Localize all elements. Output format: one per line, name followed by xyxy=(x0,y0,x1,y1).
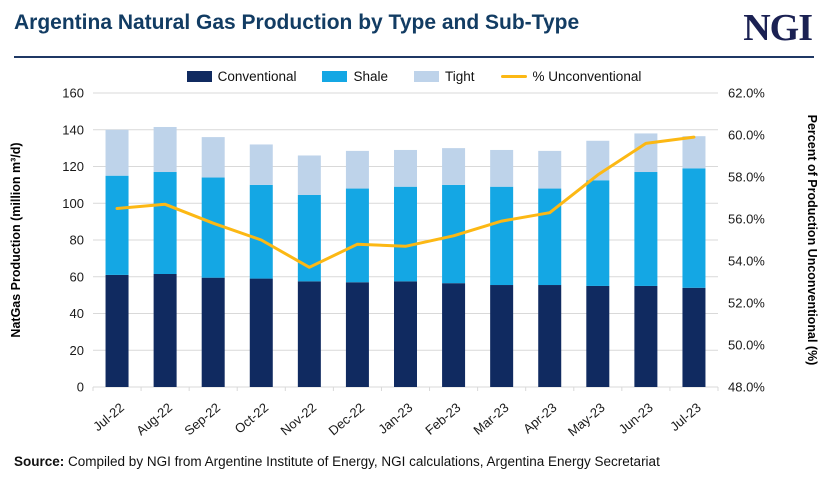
bar-segment-shale xyxy=(442,184,466,284)
bar-segment-tight xyxy=(153,127,177,173)
x-axis-label: Sep-22 xyxy=(181,400,223,438)
bar-segment-shale xyxy=(682,168,706,288)
bar-segment-conventional xyxy=(586,286,610,388)
right-axis-tick-label: 58.0% xyxy=(728,170,765,185)
chart-legend: Conventional Shale Tight % Unconventional xyxy=(0,67,828,85)
bar-segment-conventional xyxy=(153,274,177,388)
source-prefix: Source: xyxy=(14,454,65,470)
bar-segment-tight xyxy=(105,129,129,176)
legend-label: % Unconventional xyxy=(532,68,642,84)
bar-segment-tight xyxy=(249,144,273,185)
bar-segment-tight xyxy=(682,136,706,169)
left-axis-tick-label: 100 xyxy=(62,196,84,211)
bar-segment-shale xyxy=(345,188,369,283)
x-axis-label: May-23 xyxy=(565,400,608,439)
header-divider xyxy=(14,56,814,59)
legend-item-tight: Tight xyxy=(414,69,475,84)
bar-segment-tight xyxy=(201,137,225,178)
legend-swatch-icon xyxy=(500,74,527,78)
legend-swatch-icon xyxy=(414,70,439,82)
source-note: Source: Compiled by NGI from Argentine I… xyxy=(14,454,814,469)
bar-segment-shale xyxy=(153,172,177,275)
right-axis-tick-label: 62.0% xyxy=(728,87,765,101)
bar-segment-shale xyxy=(394,186,417,282)
bar-segment-conventional xyxy=(249,278,273,388)
bar-segment-conventional xyxy=(682,287,706,388)
right-axis-title: Percent of Production Unconventional (%) xyxy=(805,115,819,366)
x-axis-label: Nov-22 xyxy=(278,400,320,438)
legend-label: Tight xyxy=(445,68,475,84)
header: Argentina Natural Gas Production by Type… xyxy=(0,0,828,49)
bar-segment-shale xyxy=(538,188,562,286)
bar-segment-shale xyxy=(634,172,658,287)
left-axis-title: NatGas Production (million m³/d) xyxy=(9,143,23,338)
bar-segment-conventional xyxy=(345,282,369,388)
legend-swatch-icon xyxy=(186,70,212,82)
bar-segment-shale xyxy=(249,184,273,279)
chart-area: 0 20 40 60 80 100 120 140 160 48.0% 50.0% 52.0% 54.0… xyxy=(0,87,828,452)
bar-segment-conventional xyxy=(394,281,417,388)
bar-segment-conventional xyxy=(105,275,129,388)
bar-segment-conventional xyxy=(442,283,466,388)
right-axis-tick-label: 54.0% xyxy=(728,254,765,269)
bar-segment-tight xyxy=(297,155,321,196)
right-axis-tick-label: 50.0% xyxy=(728,338,765,353)
right-axis-tick-label: 48.0% xyxy=(728,380,765,395)
source-text: Compiled by NGI from Argentine Institute… xyxy=(68,454,660,470)
x-axis-label: Apr-23 xyxy=(520,400,560,437)
x-axis-label: Dec-22 xyxy=(326,400,368,438)
legend-item-conventional: Conventional xyxy=(186,68,297,84)
right-axis-tick-label: 52.0% xyxy=(728,296,765,311)
left-axis-tick-label: 80 xyxy=(70,233,84,248)
bar-segment-conventional xyxy=(201,277,225,388)
x-axis-label: Oct-22 xyxy=(232,400,272,437)
bar-segment-conventional xyxy=(634,286,658,388)
x-axis-label: Jul-22 xyxy=(90,400,127,434)
left-axis-tick-label: 160 xyxy=(62,87,84,101)
x-axis-label: Mar-23 xyxy=(470,400,511,438)
ngi-logo: NGI xyxy=(743,7,813,49)
x-axis-label: Feb-23 xyxy=(422,400,463,438)
bar-segment-tight xyxy=(345,150,369,189)
bar-segment-tight xyxy=(394,150,417,187)
legend-swatch-icon xyxy=(322,70,348,82)
left-axis-tick-label: 0 xyxy=(77,380,84,395)
unconventional-trend-line xyxy=(115,135,696,269)
bar-segment-shale xyxy=(201,177,225,278)
legend-label: Conventional xyxy=(217,68,297,84)
bar-segment-shale xyxy=(586,180,610,287)
bar-segment-conventional xyxy=(538,285,562,388)
right-axis-tick-label: 60.0% xyxy=(728,128,765,143)
x-axis-label: Jul-23 xyxy=(667,400,704,434)
left-axis-tick-label: 120 xyxy=(62,159,84,174)
right-axis-tick-label: 56.0% xyxy=(728,212,765,227)
x-axis-label: Aug-22 xyxy=(133,400,175,438)
bar-segment-shale xyxy=(105,175,129,276)
x-axis-label: Jun-23 xyxy=(616,400,656,437)
legend-item-shale: Shale xyxy=(322,69,388,84)
x-axis-label: Jan-23 xyxy=(375,400,415,437)
page-title: Argentina Natural Gas Production by Type… xyxy=(14,11,580,34)
bar-segment-conventional xyxy=(490,285,514,388)
bar-segment-conventional xyxy=(297,281,321,388)
left-axis-tick-label: 20 xyxy=(70,343,84,358)
bar-segment-tight xyxy=(634,133,658,173)
left-axis-tick-label: 40 xyxy=(70,306,84,321)
production-chart: 0 20 40 60 80 100 120 140 160 48.0% 50.0% 52.0% 54.0… xyxy=(9,87,819,439)
legend-label: Shale xyxy=(353,68,388,84)
bar-segment-tight xyxy=(538,150,562,189)
bar-segment-tight xyxy=(442,148,466,185)
legend-item-unconventional: % Unconventional xyxy=(500,68,642,84)
left-axis-tick-label: 140 xyxy=(62,122,84,137)
bar-segment-shale xyxy=(297,195,321,282)
bar-segment-shale xyxy=(490,186,514,286)
left-axis-tick-label: 60 xyxy=(70,269,84,284)
bar-segment-tight xyxy=(490,150,514,187)
